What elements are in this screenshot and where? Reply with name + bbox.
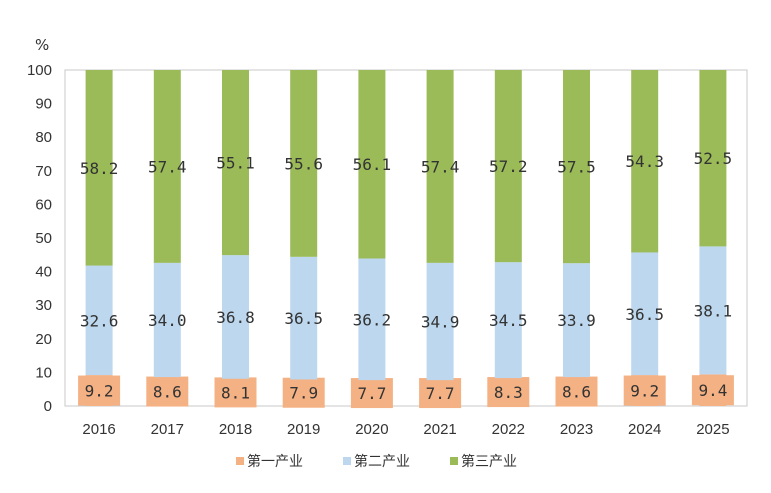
y-axis-unit: %: [35, 36, 49, 54]
data-label-background: [487, 377, 530, 408]
data-label-background: [419, 378, 462, 409]
bar-segment: [426, 262, 454, 381]
data-label: 9.4: [698, 381, 727, 400]
bar-segment: [563, 263, 590, 378]
x-tick-label: 2019: [287, 421, 320, 438]
data-label: 55.1: [216, 154, 255, 173]
data-label: 58.2: [80, 159, 119, 178]
x-tick-label: 2021: [423, 421, 456, 438]
y-tick-label: 20: [35, 331, 52, 348]
bar-segment: [290, 256, 318, 380]
bars-layer: 9.2 32.6 58.2 8.6 34.0 57.4 8.1 36.8 55.1 7.9 36.5…: [78, 70, 734, 409]
legend-label: 第一产业: [247, 453, 303, 470]
data-label: 33.9: [557, 311, 596, 330]
data-label: 36.8: [216, 308, 255, 327]
x-tick-label: 2024: [628, 421, 661, 438]
data-label: 57.4: [421, 157, 460, 176]
y-tick-label: 50: [35, 230, 52, 247]
data-label: 34.5: [489, 311, 528, 330]
bar-segment: [358, 258, 386, 381]
bar-segment: [426, 70, 454, 263]
y-tick-label: 100: [27, 62, 52, 79]
data-label-background: [146, 376, 189, 407]
data-label: 34.0: [148, 311, 187, 330]
bar-segment: [153, 70, 181, 263]
y-tick-label: 80: [35, 129, 52, 146]
data-label: 8.3: [494, 383, 523, 402]
data-label: 32.6: [80, 311, 119, 330]
y-tick-label: 90: [35, 96, 52, 113]
x-tick-label: 2025: [696, 421, 729, 438]
bar-segment: [85, 70, 113, 266]
data-label: 55.6: [284, 154, 323, 173]
data-label: 57.4: [148, 157, 187, 176]
data-label: 8.6: [562, 383, 591, 402]
data-label: 36.5: [625, 305, 664, 324]
bar-segment: [222, 255, 249, 379]
x-tick-label: 2017: [151, 421, 184, 438]
data-label: 54.3: [625, 152, 664, 171]
y-tick-label: 10: [35, 364, 52, 381]
legend-swatch: [450, 457, 458, 465]
data-label-background: [214, 377, 257, 408]
data-label: 57.5: [557, 158, 596, 177]
bar-segment: [563, 70, 590, 264]
y-axis: 0 10 20 30 40 50 60 70 80 90 100: [27, 62, 52, 415]
data-label: 36.5: [284, 309, 323, 328]
bar-segment: [222, 70, 249, 256]
y-tick-label: 40: [35, 264, 52, 281]
data-label-background: [623, 375, 666, 406]
data-label-background: [78, 375, 121, 406]
bar-segment: [290, 70, 318, 257]
x-tick-label: 2023: [560, 421, 593, 438]
bar-segment: [699, 70, 727, 247]
data-label: 9.2: [630, 382, 659, 401]
plot-area-frame: [64, 69, 748, 407]
data-label: 34.9: [421, 312, 460, 331]
data-label-background: [350, 378, 393, 409]
legend: 第一产业 第二产业 第三产业: [236, 453, 517, 470]
bar-segment: [699, 246, 727, 375]
bar-segment: [153, 262, 181, 378]
data-label: 8.6: [153, 383, 182, 402]
x-tick-label: 2016: [82, 421, 115, 438]
data-label-background: [555, 376, 598, 407]
data-label: 57.2: [489, 157, 528, 176]
bar-segment: [494, 262, 522, 379]
data-label: 36.2: [353, 310, 392, 329]
bar-segment: [358, 70, 386, 259]
x-tick-label: 2018: [219, 421, 252, 438]
data-label: 38.1: [694, 301, 733, 320]
y-tick-label: 70: [35, 163, 52, 180]
legend-swatch: [236, 457, 244, 465]
bar-segment: [494, 70, 522, 263]
y-tick-label: 60: [35, 196, 52, 213]
data-label: 52.5: [694, 149, 733, 168]
x-tick-label: 2022: [492, 421, 525, 438]
legend-swatch: [343, 457, 351, 465]
legend-label: 第三产业: [461, 453, 517, 470]
data-label: 7.7: [426, 384, 455, 403]
bar-segment: [85, 265, 113, 376]
data-label: 8.1: [221, 383, 250, 402]
data-label-background: [282, 377, 325, 408]
data-label: 7.9: [289, 384, 318, 403]
data-label: 7.7: [357, 384, 386, 403]
bar-segment: [631, 70, 659, 253]
data-label-background: [691, 375, 734, 406]
data-label: 9.2: [85, 382, 114, 401]
x-tick-label: 2020: [355, 421, 388, 438]
x-axis: 2016 2017 2018 2019 2020 2021 2022 2023 2024 2025: [82, 421, 729, 438]
legend-label: 第二产业: [354, 453, 410, 470]
y-tick-label: 30: [35, 297, 52, 314]
data-label: 56.1: [353, 155, 392, 174]
bar-segment: [631, 252, 659, 376]
y-tick-label: 0: [44, 398, 52, 415]
